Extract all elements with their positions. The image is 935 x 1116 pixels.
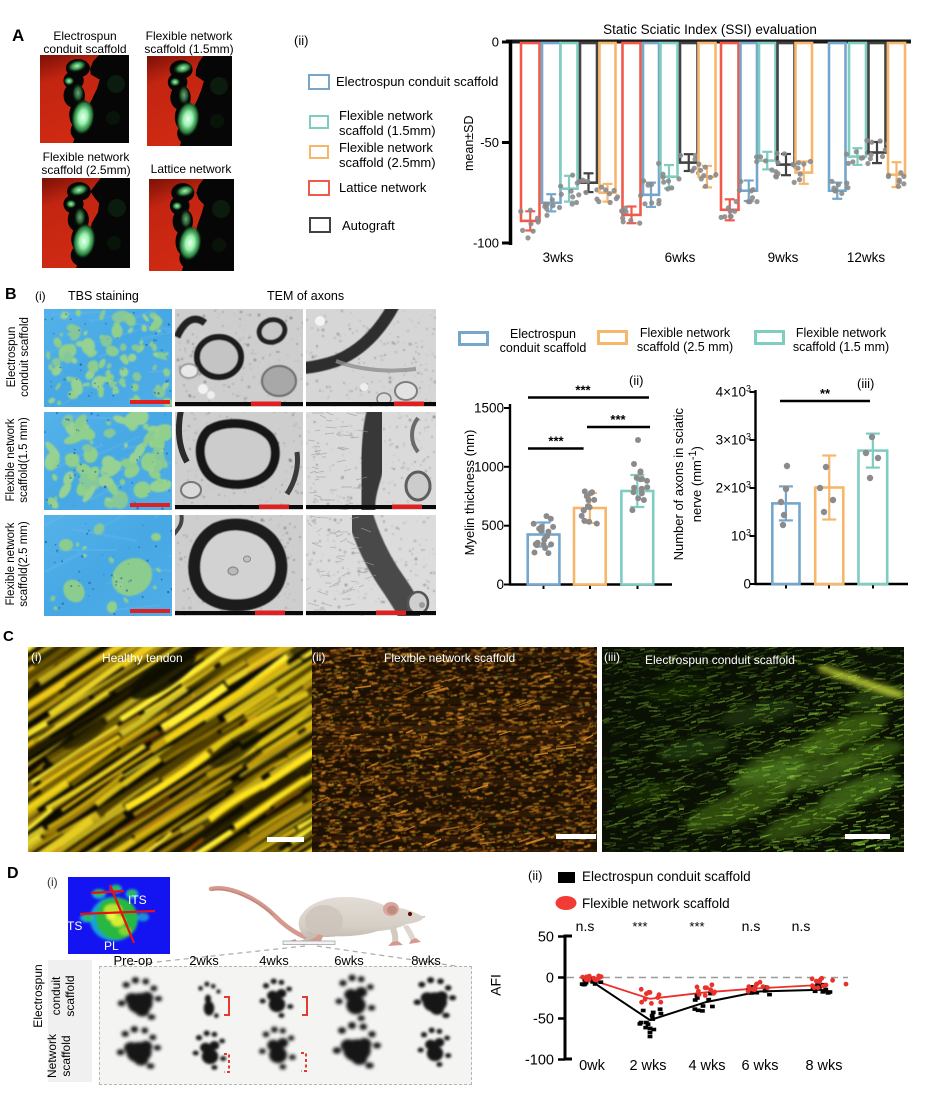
svg-text:TS: TS (68, 919, 82, 933)
svg-text:3×103: 3×103 (716, 432, 751, 448)
svg-text:-100: -100 (473, 236, 499, 251)
svg-text:-50: -50 (480, 135, 499, 150)
svg-text:0wk: 0wk (579, 1058, 606, 1074)
svg-text:***: *** (610, 412, 626, 427)
svg-text:***: *** (575, 383, 591, 398)
svg-text:50: 50 (538, 930, 554, 946)
svg-text:0: 0 (546, 971, 554, 987)
svg-text:12wks: 12wks (847, 250, 886, 265)
svg-text:2 wks: 2 wks (629, 1058, 666, 1074)
svg-text:8 wks: 8 wks (805, 1058, 842, 1074)
svg-text:n.s: n.s (742, 918, 761, 934)
svg-text:500: 500 (481, 518, 504, 533)
svg-text:Static Sciatic Index (SSI) eva: Static Sciatic Index (SSI) evaluation (603, 22, 817, 37)
svg-text:6 wks: 6 wks (741, 1058, 778, 1074)
svg-text:103: 103 (731, 528, 751, 544)
svg-text:1000: 1000 (474, 459, 504, 474)
svg-text:***: *** (632, 919, 647, 934)
svg-text:-100: -100 (525, 1053, 554, 1069)
svg-text:0: 0 (496, 577, 504, 592)
svg-text:***: *** (548, 434, 564, 449)
svg-text:9wks: 9wks (768, 250, 799, 265)
svg-text:n.s: n.s (576, 918, 595, 934)
svg-text:3wks: 3wks (543, 250, 574, 265)
svg-text:n.s: n.s (792, 918, 811, 934)
svg-text:0: 0 (492, 35, 499, 50)
svg-text:4 wks: 4 wks (688, 1058, 725, 1074)
svg-text:ITS: ITS (128, 893, 147, 907)
svg-text:(ii): (ii) (629, 373, 643, 388)
svg-text:0: 0 (743, 577, 751, 592)
svg-text:1500: 1500 (474, 401, 504, 416)
svg-text:-50: -50 (533, 1012, 554, 1028)
svg-text:**: ** (820, 386, 831, 401)
svg-text:6wks: 6wks (665, 250, 696, 265)
svg-text:PL: PL (104, 939, 119, 953)
svg-text:(iii): (iii) (857, 376, 874, 391)
svg-text:***: *** (689, 919, 704, 934)
svg-text:2×103: 2×103 (716, 480, 751, 496)
svg-text:4×103: 4×103 (716, 384, 751, 400)
